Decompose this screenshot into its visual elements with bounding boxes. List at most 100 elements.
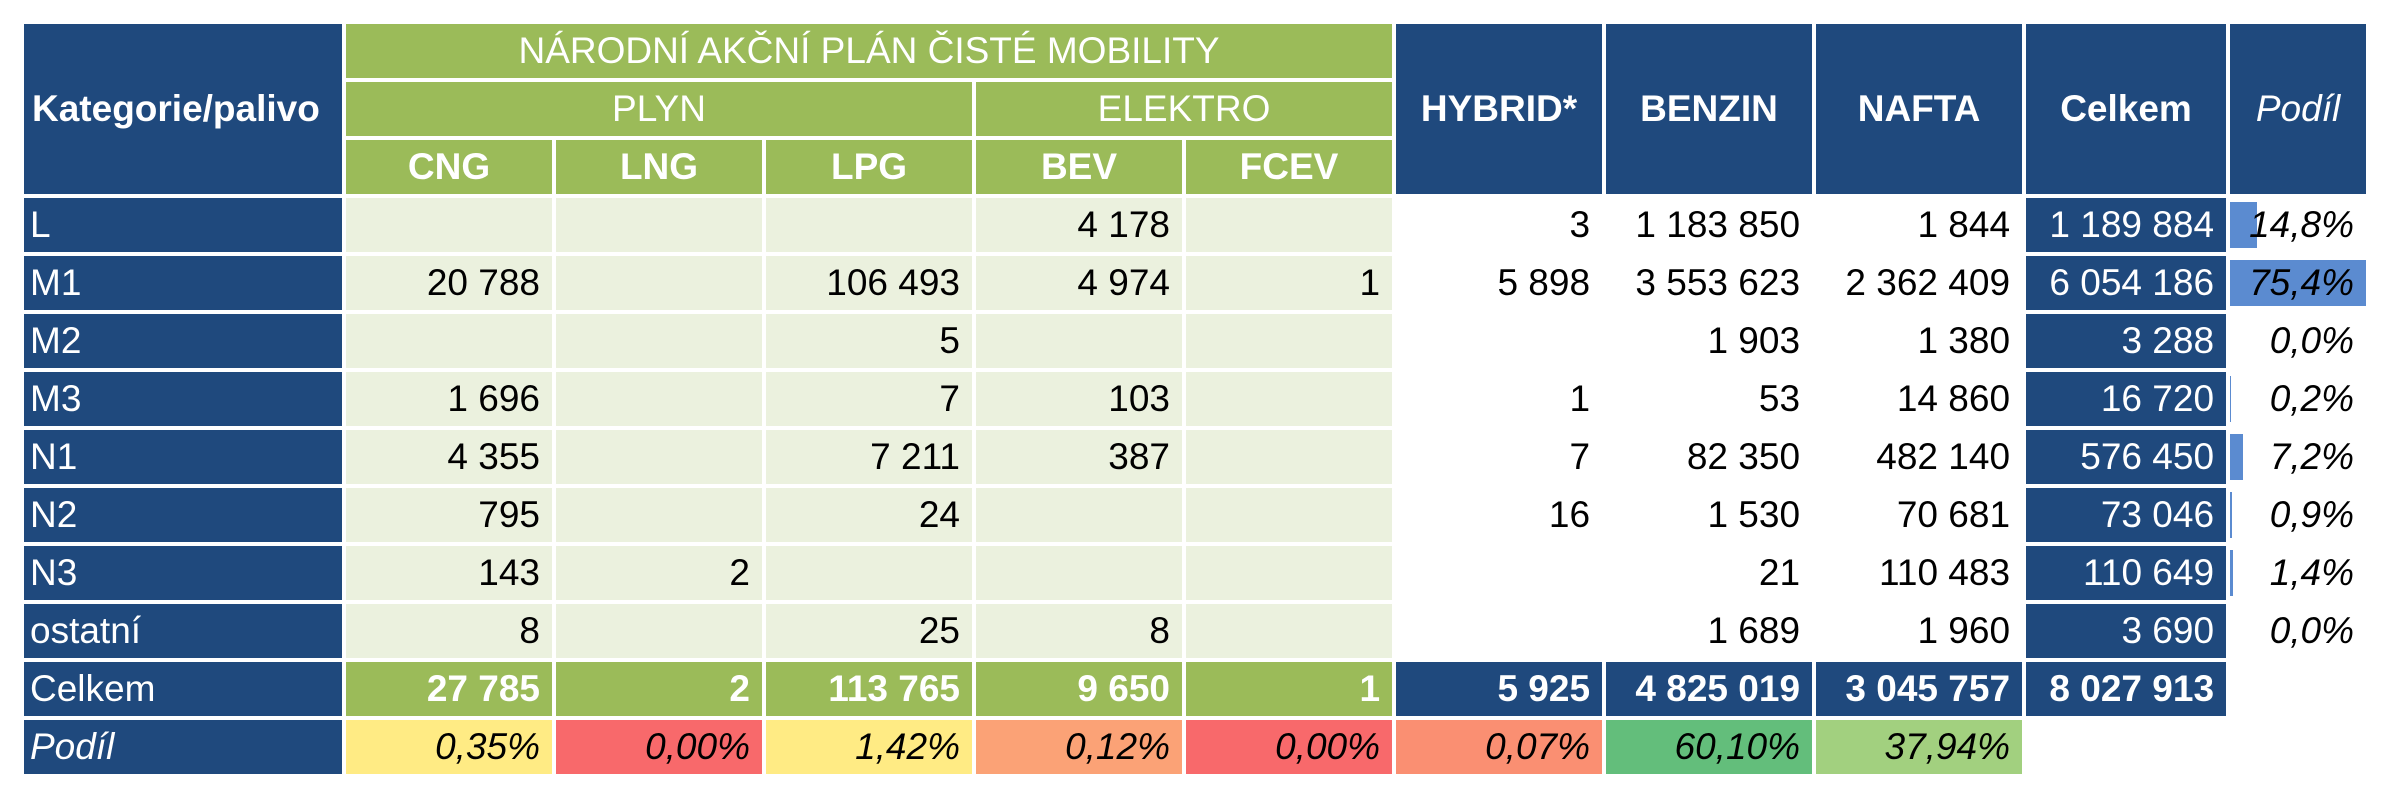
cell-lpg: 7 [766,372,972,426]
cell-share: 0,0% [2230,314,2366,368]
cell-total: 3 690 [2026,604,2227,658]
share-value: 14,8% [2249,204,2355,245]
share-bev: 0,12% [976,720,1182,774]
table-row: L 4 178 3 1 183 850 1 844 1 189 884 14,8% [24,198,2366,252]
cell-lpg: 7 211 [766,430,972,484]
cell-lng [556,604,762,658]
cell-benzin: 3 553 623 [1606,256,1813,310]
cell-total: 73 046 [2026,488,2227,542]
cell-total: 6 054 186 [2026,256,2227,310]
cell-fcev [1186,546,1393,600]
cell-nafta: 2 362 409 [1816,256,2023,310]
cell-hybrid [1396,546,1603,600]
cell-bev [976,314,1182,368]
cell-cng: 143 [346,546,552,600]
row-label: ostatní [24,604,342,658]
table-row: M1 20 788 106 493 4 974 1 5 898 3 553 623 2 362… [24,256,2367,310]
empty-cell [2230,720,2367,774]
row-label: M2 [24,314,342,368]
total-hybrid: 5 925 [1396,662,1603,716]
header-fuel-cng: CNG [346,140,552,194]
share-value: 0,9% [2269,494,2355,535]
cell-benzin: 21 [1606,546,1813,600]
cell-share: 0,0% [2230,604,2366,658]
header-hybrid: HYBRID* [1396,24,1603,194]
cell-lpg: 24 [766,488,972,542]
header-benzin: BENZIN [1606,24,1813,194]
row-label: N1 [24,430,342,484]
cell-fcev [1186,314,1393,368]
total-lpg: 113 765 [766,662,972,716]
cell-benzin: 1 903 [1606,314,1813,368]
share-benzin: 60,10% [1606,720,1813,774]
cell-share: 75,4% [2230,256,2367,310]
cell-cng: 4 355 [346,430,552,484]
total-fcev: 1 [1186,662,1393,716]
cell-bev: 4 178 [976,198,1182,252]
cell-benzin: 82 350 [1606,430,1813,484]
cell-nafta: 482 140 [1816,430,2023,484]
cell-total: 16 720 [2026,372,2227,426]
cell-share: 7,2% [2230,430,2366,484]
cell-share: 0,9% [2230,488,2366,542]
cell-bev: 387 [976,430,1182,484]
cell-fcev [1186,372,1393,426]
share-value: 0,0% [2269,320,2355,361]
row-label: N3 [24,546,342,600]
cell-total: 1 189 884 [2026,198,2227,252]
cell-lpg [766,198,972,252]
share-fcev: 0,00% [1186,720,1393,774]
cell-lng [556,430,762,484]
cell-cng: 1 696 [346,372,552,426]
table-row: M2 5 1 903 1 380 3 288 0,0% [24,314,2366,368]
cell-hybrid: 1 [1396,372,1603,426]
share-bar [2230,434,2244,480]
header-group-plyn: PLYN [346,82,972,136]
cell-benzin: 1 530 [1606,488,1813,542]
cell-benzin: 1 183 850 [1606,198,1813,252]
total-bev: 9 650 [976,662,1182,716]
cell-cng: 20 788 [346,256,552,310]
cell-lng [556,488,762,542]
cell-lng [556,314,762,368]
share-value: 75,4% [2249,262,2355,303]
cell-bev [976,546,1182,600]
cell-bev: 103 [976,372,1182,426]
table-row: N3 143 2 21 110 483 110 649 1,4% [24,546,2366,600]
cell-share: 0,2% [2230,372,2366,426]
row-label: M3 [24,372,342,426]
share-value: 7,2% [2269,436,2355,477]
total-nafta: 3 045 757 [1816,662,2023,716]
share-lpg: 1,42% [766,720,972,774]
share-value: 1,4% [2269,552,2355,593]
total-cng: 27 785 [346,662,552,716]
cell-bev [976,488,1182,542]
cell-total: 110 649 [2026,546,2227,600]
share-bar [2230,550,2233,596]
shares-label: Podíl [24,720,342,774]
cell-hybrid: 5 898 [1396,256,1603,310]
cell-benzin: 1 689 [1606,604,1813,658]
total-benzin: 4 825 019 [1606,662,1813,716]
cell-lng [556,256,762,310]
table-row: N1 4 355 7 211 387 7 82 350 482 140 576 450 7,2% [24,430,2366,484]
cell-fcev: 1 [1186,256,1393,310]
cell-nafta: 70 681 [1816,488,2023,542]
header-fuel-lng: LNG [556,140,762,194]
cell-fcev [1186,430,1393,484]
empty-cell [2026,720,2227,774]
cell-cng [346,198,552,252]
share-bar [2230,260,2367,306]
share-bar [2230,202,2257,248]
header-category: Kategorie/palivo [24,24,342,194]
header-share: Podíl [2230,24,2367,194]
cell-nafta: 1 960 [1816,604,2023,658]
totals-row: Celkem 27 785 2 113 765 9 650 1 5 925 4 825 019… [24,662,2367,716]
share-nafta: 37,94% [1816,720,2023,774]
header-group-elektro: ELEKTRO [976,82,1393,136]
table-row: N2 795 24 16 1 530 70 681 73 046 0,9% [24,488,2366,542]
cell-cng: 8 [346,604,552,658]
cell-benzin: 53 [1606,372,1813,426]
table-row: ostatní 8 25 8 1 689 1 960 3 690 0,0% [24,604,2366,658]
header-title: NÁRODNÍ AKČNÍ PLÁN ČISTÉ MOBILITY [346,24,1393,78]
